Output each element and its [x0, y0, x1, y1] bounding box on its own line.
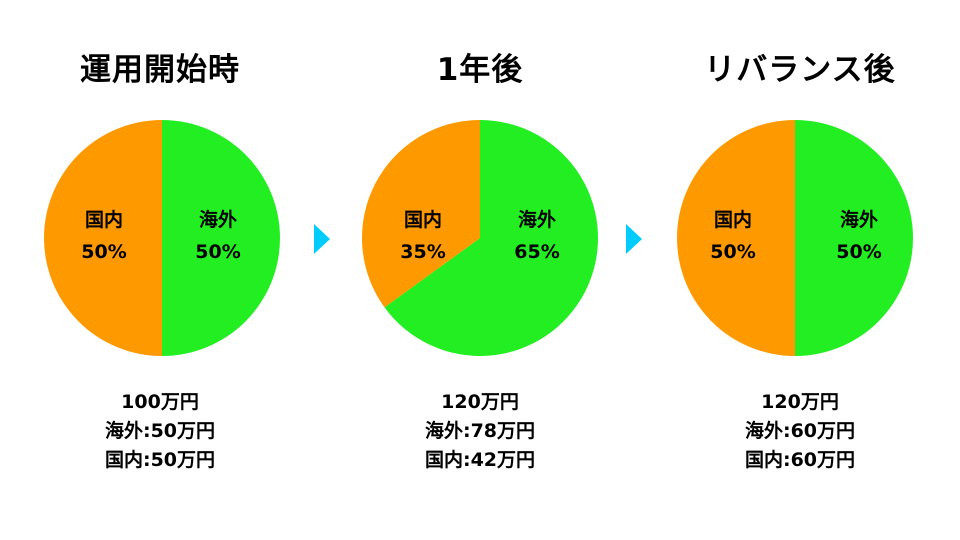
overseas-label: 海外 50% [168, 204, 268, 268]
domestic-label: 国内 50% [54, 204, 154, 268]
arrow-shape [314, 224, 330, 254]
pie-chart [677, 120, 913, 356]
summary-domestic: 国内:42万円 [424, 449, 536, 471]
domestic-percent: 35% [400, 241, 446, 263]
overseas-name: 海外 [198, 209, 237, 231]
arrow-right-icon [314, 224, 330, 254]
summary: 120万円 海外:78万円 国内:42万円 [320, 388, 640, 475]
overseas-percent: 65% [514, 241, 560, 263]
panel-title: 1年後 [436, 52, 524, 88]
panel-title: リバランス後 [704, 52, 896, 88]
summary-overseas: 海外:50万円 [104, 420, 216, 442]
summary-domestic: 国内:60万円 [744, 449, 856, 471]
domestic-label: 国内 35% [373, 204, 473, 268]
pie-chart [44, 120, 280, 356]
summary-total: 120万円 [761, 391, 839, 413]
domestic-name: 国内 [713, 209, 752, 231]
panel-rebalanced: リバランス後 国内 50% 海外 50% 120万円 海外:60万円 国内:60… [640, 0, 960, 540]
summary-total: 100万円 [121, 391, 199, 413]
summary-domestic: 国内:50万円 [104, 449, 216, 471]
panel-one-year: 1年後 国内 35% 海外 65% 120万円 海外:78万円 国内:42万円 [320, 0, 640, 540]
domestic-name: 国内 [403, 209, 442, 231]
summary-total: 120万円 [441, 391, 519, 413]
arrow-shape [626, 224, 642, 254]
pie-slice [162, 120, 280, 356]
summary: 120万円 海外:60万円 国内:60万円 [640, 388, 960, 475]
panel-title: 運用開始時 [80, 52, 240, 88]
overseas-name: 海外 [839, 209, 878, 231]
domestic-label: 国内 50% [683, 204, 783, 268]
overseas-label: 海外 50% [809, 204, 909, 268]
panel-start: 運用開始時 国内 50% 海外 50% 100万円 海外:50万円 国内:50万… [0, 0, 320, 540]
pie-slice [44, 120, 162, 356]
summary: 100万円 海外:50万円 国内:50万円 [0, 388, 320, 475]
summary-overseas: 海外:60万円 [744, 420, 856, 442]
summary-overseas: 海外:78万円 [424, 420, 536, 442]
arrow-right-icon [626, 224, 642, 254]
domestic-percent: 50% [710, 241, 756, 263]
domestic-percent: 50% [81, 241, 127, 263]
pie-slice [795, 120, 913, 356]
pie-slice [362, 120, 480, 308]
overseas-name: 海外 [517, 209, 556, 231]
overseas-percent: 50% [195, 241, 241, 263]
pie-slice [384, 120, 598, 356]
pie-slice [677, 120, 795, 356]
pie-chart [362, 120, 598, 356]
domestic-name: 国内 [84, 209, 123, 231]
overseas-percent: 50% [836, 241, 882, 263]
overseas-label: 海外 65% [487, 204, 587, 268]
